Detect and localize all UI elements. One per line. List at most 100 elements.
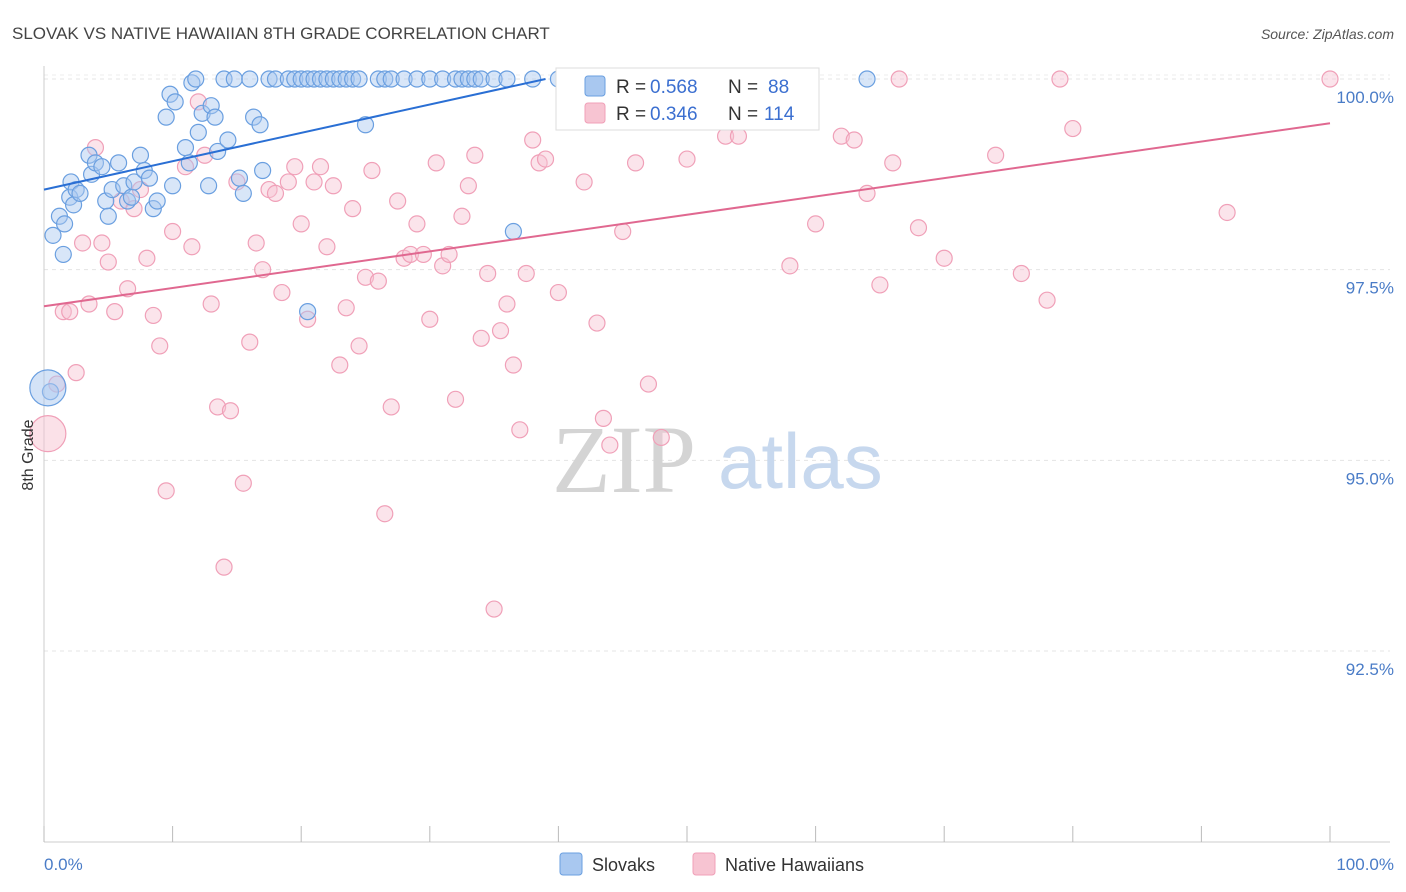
native-hawaiians-trend-line xyxy=(43,122,1331,308)
slovaks-point-52 xyxy=(279,70,297,88)
slovaks-point-4 xyxy=(55,215,74,233)
native-hawaiians-point-105 xyxy=(1038,291,1056,309)
native-hawaiians-point-23 xyxy=(202,295,220,313)
slovaks-point-48 xyxy=(251,116,269,134)
chart-source: Source: ZipAtlas.com xyxy=(1261,26,1394,42)
slovaks-point-71 xyxy=(434,70,452,88)
stats-legend: R = 0.568 N = 88 R = 0.346 N = 114 xyxy=(555,67,820,131)
native-hawaiians-point-101 xyxy=(909,219,928,237)
native-hawaiians-point-37 xyxy=(292,215,310,233)
slovaks-point-30 xyxy=(166,93,184,111)
native-hawaiians-point-100 xyxy=(884,154,902,172)
slovaks-point-17 xyxy=(109,154,128,172)
native-hawaiians-point-81 xyxy=(601,436,619,454)
native-hawaiians-point-8 xyxy=(99,253,117,271)
slovaks-point-74 xyxy=(459,70,477,88)
y-axis-title: 8th Grade xyxy=(20,419,37,490)
y-tick-label-0: 92.5% xyxy=(1346,660,1394,679)
y-tick-label-3: 100.0% xyxy=(1336,88,1394,107)
slovaks-point-45 xyxy=(234,184,252,202)
slovaks-point-51 xyxy=(266,70,285,88)
native-hawaiians-point-55 xyxy=(408,215,426,233)
slovaks-trend-line xyxy=(43,78,546,191)
slovaks-point-65 xyxy=(369,70,387,88)
native-hawaiians-point-62 xyxy=(453,207,471,225)
chart-title: SLOVAK VS NATIVE HAWAIIAN 8TH GRADE CORR… xyxy=(12,24,550,43)
native-hawaiians-point-99 xyxy=(871,276,889,294)
slovaks-point-34 xyxy=(187,70,205,88)
native-hawaiians-large-point xyxy=(29,415,67,453)
native-hawaiians-point-20 xyxy=(183,238,201,256)
slovaks-point-85 xyxy=(858,70,876,88)
native-hawaiians-point-34 xyxy=(273,283,291,302)
native-hawaiians-point-49 xyxy=(369,272,387,290)
bottom-legend-label-native-hawaiians: Native Hawaiians xyxy=(725,855,864,875)
native-hawaiians-point-29 xyxy=(241,333,259,351)
native-hawaiians-point-102 xyxy=(935,249,953,267)
watermark-atlas: atlas xyxy=(718,417,883,505)
native-hawaiians-point-45 xyxy=(344,200,362,218)
native-hawaiians-point-33 xyxy=(266,184,285,202)
slovaks-point-24 xyxy=(140,169,159,187)
slovaks-point-69 xyxy=(408,70,426,88)
legend-r-value-slovaks: 0.568 xyxy=(650,77,698,98)
native-hawaiians-point-82 xyxy=(614,222,632,241)
slovaks-point-43 xyxy=(225,70,243,88)
native-hawaiians-point-25 xyxy=(215,558,233,576)
native-hawaiians-point-36 xyxy=(286,158,304,176)
native-hawaiians-point-50 xyxy=(376,505,394,523)
native-hawaiians-point-107 xyxy=(1064,119,1082,138)
slovaks-point-20 xyxy=(122,188,141,206)
native-hawaiians-point-69 xyxy=(498,295,516,313)
slovaks-point-86 xyxy=(504,222,522,241)
native-hawaiians-point-51 xyxy=(382,398,400,416)
native-hawaiians-point-64 xyxy=(466,146,484,164)
native-hawaiians-point-78 xyxy=(575,173,593,191)
slovaks-point-50 xyxy=(260,70,278,88)
slovaks-large-point xyxy=(29,369,67,407)
native-hawaiians-point-104 xyxy=(1012,264,1030,283)
slovaks-point-63 xyxy=(350,70,368,88)
native-hawaiians-point-3 xyxy=(67,364,85,382)
native-hawaiians-point-18 xyxy=(164,222,182,241)
slovaks-point-55 xyxy=(299,70,317,88)
native-hawaiians-point-72 xyxy=(517,264,535,283)
native-hawaiians-point-28 xyxy=(234,474,252,492)
native-hawaiians-point-48 xyxy=(363,161,381,180)
native-hawaiians-point-47 xyxy=(356,268,375,286)
native-hawaiians-point-97 xyxy=(845,131,863,149)
slovaks-point-87 xyxy=(299,303,317,321)
native-hawaiians-point-103 xyxy=(987,146,1005,164)
slovaks-point-58 xyxy=(318,70,336,88)
native-hawaiians-point-35 xyxy=(279,173,297,191)
slovaks-point-70 xyxy=(421,70,439,88)
native-hawaiians-point-56 xyxy=(414,245,432,264)
slovaks-point-73 xyxy=(453,70,471,88)
slovaks-point-37 xyxy=(200,177,218,195)
native-hawaiians-point-30 xyxy=(247,234,265,252)
slovaks-point-59 xyxy=(324,70,342,88)
native-hawaiians-point-83 xyxy=(626,154,645,172)
legend-n-label-slovaks: N = xyxy=(728,77,758,98)
slovaks-point-35 xyxy=(189,123,207,141)
slovaks-point-64 xyxy=(356,116,375,134)
legend-n-value-native-hawaiians: 114 xyxy=(764,104,795,125)
slovaks-point-54 xyxy=(292,70,310,88)
native-hawaiians-point-26 xyxy=(221,402,240,420)
slovaks-point-44 xyxy=(230,169,249,187)
legend-r-label-native-hawaiians: R = xyxy=(616,104,646,125)
native-hawaiians-point-71 xyxy=(511,421,529,439)
native-hawaiians-point-86 xyxy=(678,150,696,168)
native-hawaiians-point-7 xyxy=(93,234,111,252)
native-hawaiians-point-73 xyxy=(524,131,542,149)
native-hawaiians-point-66 xyxy=(479,264,497,283)
slovaks-point-42 xyxy=(219,131,237,149)
slovaks-point-76 xyxy=(472,70,490,88)
slovaks-point-61 xyxy=(337,70,355,88)
x-tick-label-max: 100.0% xyxy=(1336,855,1394,874)
slovaks-point-60 xyxy=(331,70,349,88)
native-hawaiians-point-79 xyxy=(588,314,606,332)
native-hawaiians-point-68 xyxy=(491,322,510,340)
slovaks-point-13 xyxy=(93,158,111,176)
